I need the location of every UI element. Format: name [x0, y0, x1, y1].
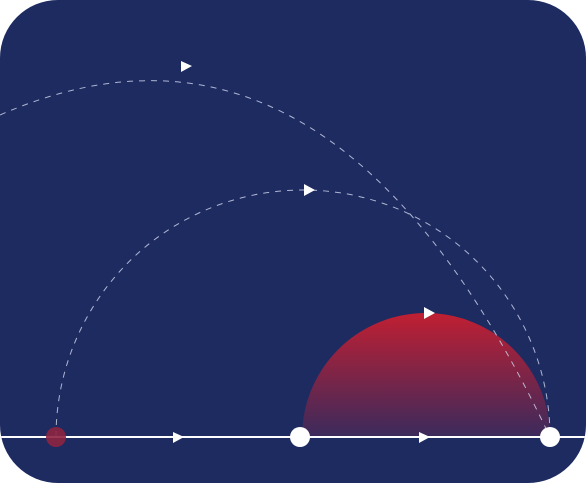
baseline-arrow-left	[173, 432, 184, 443]
middle-arc	[55, 189, 551, 438]
start-node	[46, 427, 66, 447]
dome-arrow	[424, 307, 435, 319]
middle-arc-arrow	[304, 184, 315, 196]
end-node	[540, 427, 560, 447]
dome-shape	[302, 313, 550, 437]
outer-arc	[0, 80, 551, 438]
middle-node	[290, 427, 310, 447]
outer-arc-arrow	[181, 61, 192, 72]
baseline-arrow-right	[419, 432, 430, 443]
